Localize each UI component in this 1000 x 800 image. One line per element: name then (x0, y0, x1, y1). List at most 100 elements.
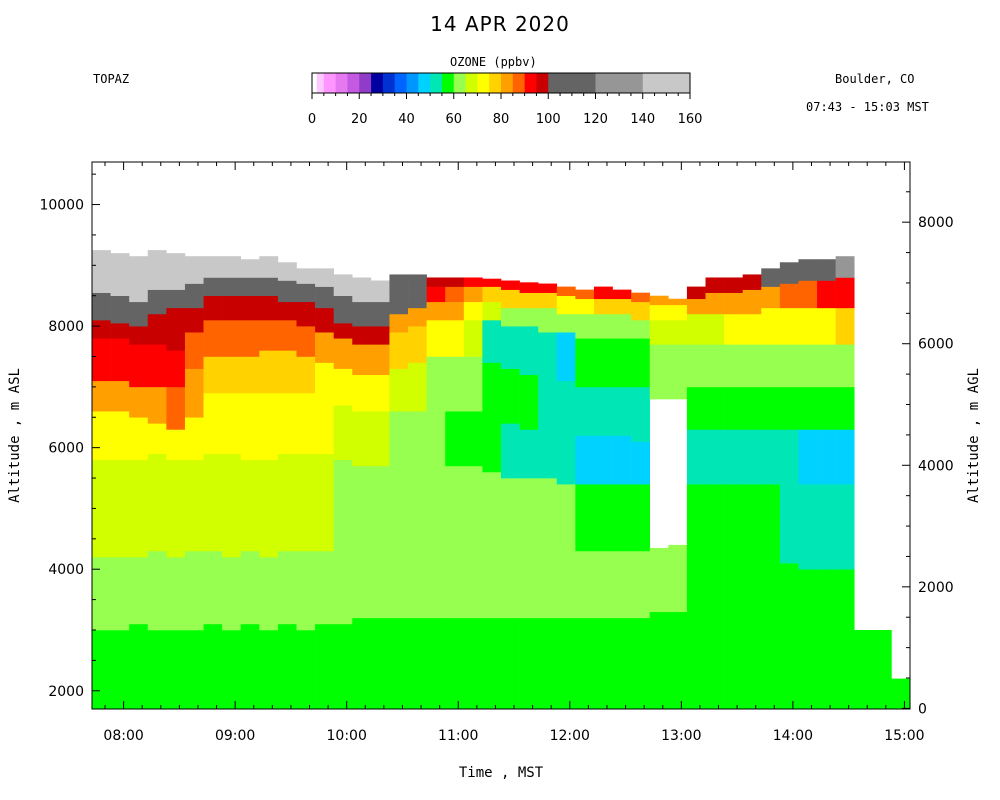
y-tick-label-right: 0 (918, 701, 927, 717)
ozone-cell (575, 298, 595, 315)
ozone-cell (166, 307, 186, 351)
ozone-cell (482, 617, 502, 710)
ozone-cell (686, 313, 706, 345)
ozone-cell (705, 617, 725, 710)
ozone-cell (501, 280, 520, 290)
x-tick-label: 09:00 (215, 728, 255, 744)
ozone-cell (482, 471, 502, 552)
ozone-cell (798, 344, 818, 388)
ozone-cell (575, 484, 595, 552)
ozone-cell (575, 289, 595, 300)
ozone-cell (166, 629, 186, 710)
y-tick-label-left: 8000 (48, 319, 84, 335)
ozone-cell (817, 569, 836, 619)
ozone-cell (166, 557, 186, 631)
ozone-cell (147, 423, 167, 455)
ozone-cell (668, 304, 688, 321)
ozone-cell (482, 286, 502, 303)
ozone-cell (333, 338, 353, 369)
ozone-cell (798, 429, 818, 485)
y-tick-label-right: 4000 (918, 458, 954, 474)
ozone-cell (426, 301, 446, 321)
ozone-cell (761, 557, 781, 619)
ozone-cell (352, 550, 372, 619)
ozone-cell (519, 429, 539, 479)
ozone-cell (352, 326, 372, 345)
ozone-cell (277, 453, 297, 552)
ozone-cell (798, 386, 818, 430)
ozone-cell (445, 356, 465, 412)
colorbar-tick-label: 60 (445, 112, 462, 127)
ozone-cell (296, 453, 316, 552)
ozone-cell (556, 332, 576, 382)
ozone-cell (296, 301, 316, 327)
ozone-cell (222, 392, 242, 455)
ozone-cell (296, 356, 316, 394)
y-tick-label-left: 4000 (48, 562, 84, 578)
x-tick-label: 13:00 (661, 728, 701, 744)
ozone-cell (501, 307, 520, 327)
ozone-cell (277, 320, 297, 351)
colorbar-swatch-1 (316, 73, 325, 93)
ozone-cell (631, 320, 651, 339)
ozone-cell (463, 286, 483, 303)
ozone-cell (817, 386, 836, 430)
ozone-cell (705, 344, 725, 388)
ozone-cell (147, 453, 167, 552)
colorbar-swatch-16 (489, 73, 502, 93)
ozone-cell (426, 286, 446, 303)
ozone-cell (184, 307, 204, 333)
ozone-cell (779, 283, 799, 309)
ozone-cell (612, 484, 632, 552)
y-tick-label-left: 10000 (39, 198, 84, 214)
ozone-cell (184, 283, 204, 309)
ozone-cell (556, 435, 576, 485)
ozone-cell (891, 678, 911, 710)
ozone-cell (501, 326, 520, 369)
ozone-cell (110, 411, 130, 461)
ozone-cell (593, 617, 613, 710)
ozone-cell (519, 282, 539, 293)
colorbar-swatch-6 (371, 73, 384, 93)
ozone-cell (445, 320, 465, 357)
ozone-cell (315, 453, 334, 552)
ozone-cell (203, 320, 223, 357)
ozone-cell (445, 277, 465, 287)
ozone-cell (779, 344, 799, 388)
colorbar-swatch-12 (441, 73, 455, 93)
ozone-cell (222, 557, 242, 631)
ozone-cell (742, 274, 762, 290)
ozone-cell (147, 313, 167, 345)
ozone-cell (352, 344, 372, 376)
ozone-cell (352, 277, 372, 303)
ozone-cell (92, 459, 111, 558)
ozone-cell (649, 295, 669, 306)
x-tick-label: 08:00 (103, 728, 143, 744)
ozone-cell (686, 550, 706, 619)
ozone-cell (92, 250, 111, 293)
ozone-cell (426, 411, 446, 461)
ozone-cell (277, 392, 297, 455)
ozone-cell (315, 623, 334, 710)
ozone-cell (352, 411, 372, 467)
ozone-cell (240, 623, 260, 710)
ozone-cell (705, 386, 725, 430)
chart-title: 14 APR 2020 (430, 12, 570, 36)
ozone-cell (612, 313, 632, 339)
x-axis-title: Time , MST (459, 765, 544, 781)
ozone-cell (631, 301, 651, 321)
ozone-cell (408, 289, 427, 309)
ozone-cell (631, 617, 651, 710)
ozone-cell (315, 362, 334, 400)
ozone-cell (705, 277, 725, 293)
ozone-cell (259, 557, 279, 631)
ozone-cell (705, 550, 725, 619)
ozone-cell (277, 550, 297, 625)
ozone-cell (705, 292, 725, 315)
ozone-cell (482, 550, 502, 619)
ozone-cell (724, 617, 743, 710)
ozone-cell (817, 429, 836, 485)
ozone-cell (854, 629, 874, 710)
ozone-cell (445, 411, 465, 467)
